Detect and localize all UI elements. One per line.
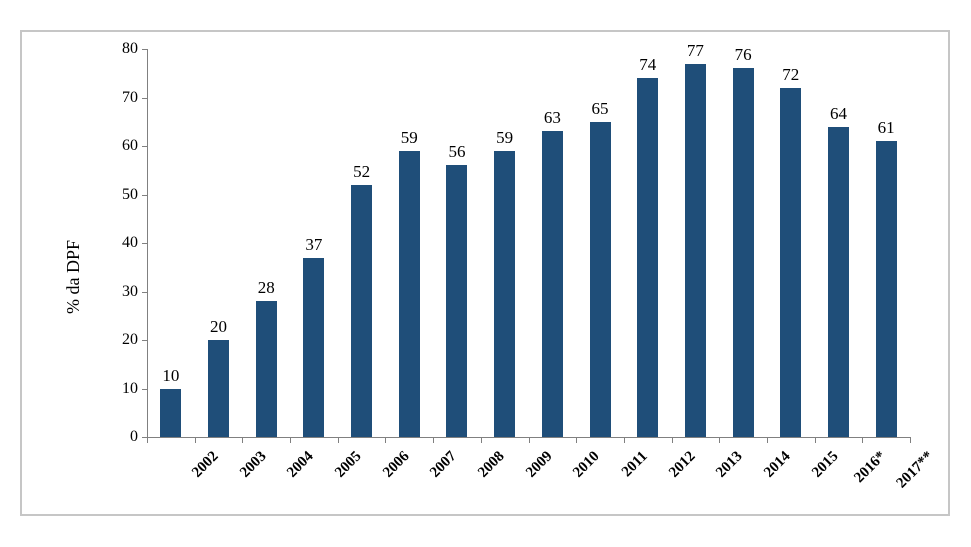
x-tick-mark	[576, 438, 578, 443]
x-category-label: 2017**	[893, 448, 937, 492]
x-category-label: 2012	[665, 448, 699, 481]
bar-2002	[160, 388, 182, 437]
bar-value-label: 65	[591, 98, 609, 118]
bar-2009	[494, 150, 516, 437]
y-tick-mark	[142, 49, 147, 50]
bar-2010	[541, 131, 563, 437]
x-category-label: 2005	[331, 448, 365, 481]
y-tick-mark	[142, 291, 147, 293]
x-category-label: 2015	[808, 448, 842, 481]
x-category-label: 2009	[522, 448, 556, 481]
x-category-label: 2002	[188, 448, 222, 481]
bar-value-label: 37	[305, 234, 323, 254]
x-tick-mark	[814, 438, 816, 443]
bar-2016	[827, 126, 849, 437]
x-tick-mark	[910, 438, 911, 443]
x-category-label: 2013	[713, 448, 747, 481]
bar-value-label: 61	[877, 118, 895, 138]
x-tick-mark	[766, 438, 768, 443]
bar-value-label: 20	[210, 317, 228, 336]
y-tick-mark	[142, 243, 147, 244]
chart-frame: % da DPF 0 10 20 30 40 50 60 70 80 10 2002 20 2003 28…	[20, 30, 950, 516]
y-tick-label: 20	[122, 331, 138, 348]
y-tick-label: 60	[122, 137, 138, 154]
bar-value-label: 59	[496, 127, 514, 147]
y-tick-mark	[142, 146, 147, 147]
bar-value-label: 10	[162, 365, 180, 385]
y-tick-label: 0	[130, 428, 138, 445]
bar-2004	[255, 301, 277, 437]
plot-area	[147, 49, 911, 438]
x-tick-mark	[290, 438, 292, 443]
x-tick-mark	[480, 438, 482, 443]
y-tick-label: 30	[122, 282, 138, 300]
bar-2015	[780, 87, 802, 437]
y-tick-label: 70	[122, 88, 138, 106]
y-tick-label: 80	[122, 40, 138, 57]
bar-2005	[303, 257, 325, 437]
bar-value-label: 56	[448, 142, 466, 162]
bar-2003	[208, 340, 230, 437]
x-tick-mark	[337, 438, 339, 443]
x-tick-mark	[242, 438, 244, 443]
y-tick-label: 10	[122, 379, 138, 397]
x-tick-mark	[862, 438, 864, 443]
bar-2006	[351, 184, 373, 437]
bar-value-label: 64	[829, 103, 847, 123]
x-tick-mark	[194, 438, 196, 443]
x-tick-mark	[433, 438, 435, 443]
bar-2013	[684, 63, 706, 437]
bar-value-label: 28	[257, 278, 275, 298]
bar-2007	[398, 150, 420, 437]
bar-value-label: 76	[734, 45, 752, 65]
bar-value-label: 77	[686, 40, 704, 60]
y-tick-label: 40	[122, 234, 138, 251]
bar-value-label: 52	[353, 161, 371, 181]
bar-2012	[637, 78, 659, 437]
bar-value-label: 74	[639, 55, 657, 75]
y-tick-mark	[142, 388, 147, 390]
bar-2008	[446, 165, 468, 437]
x-tick-mark	[719, 438, 721, 443]
x-category-label: 2008	[475, 448, 508, 481]
y-tick-mark	[142, 97, 147, 99]
x-tick-mark	[528, 438, 530, 443]
y-tick-mark	[142, 437, 147, 438]
x-tick-mark	[623, 438, 625, 443]
bar-value-label: 72	[782, 64, 800, 84]
y-tick-label: 50	[122, 185, 138, 203]
x-category-label: 2007	[427, 448, 460, 481]
x-tick-mark	[671, 438, 673, 443]
x-category-label: 2006	[379, 448, 413, 481]
bar-value-label: 59	[400, 127, 418, 147]
x-category-label: 2004	[284, 448, 317, 481]
x-tick-mark	[147, 438, 148, 443]
y-tick-mark	[142, 194, 147, 196]
x-category-label: 2016*	[851, 448, 890, 487]
x-category-label: 2011	[618, 448, 651, 481]
x-category-label: 2014	[761, 448, 794, 481]
x-category-label: 2003	[236, 448, 270, 481]
bar-2014	[732, 68, 754, 437]
bar-value-label: 63	[543, 108, 561, 128]
bar-2011	[589, 121, 611, 437]
x-tick-mark	[385, 438, 387, 443]
bar-2017	[875, 141, 897, 437]
x-category-label: 2010	[570, 448, 603, 481]
y-tick-mark	[142, 340, 147, 341]
